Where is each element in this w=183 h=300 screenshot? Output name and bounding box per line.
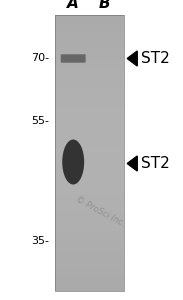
Bar xyxy=(55,135,124,139)
Bar xyxy=(55,43,124,47)
Bar xyxy=(55,231,124,236)
Bar xyxy=(55,250,124,254)
Bar xyxy=(55,84,124,88)
Bar xyxy=(55,144,124,148)
Text: 70-: 70- xyxy=(31,53,49,64)
Bar xyxy=(55,263,124,268)
Bar xyxy=(55,148,124,153)
Bar xyxy=(55,116,124,121)
Bar xyxy=(55,130,124,135)
Bar xyxy=(55,282,124,286)
Bar xyxy=(55,208,124,213)
Bar xyxy=(55,52,124,56)
Bar xyxy=(55,112,124,116)
Text: A: A xyxy=(67,0,79,11)
Text: 35-: 35- xyxy=(31,236,49,247)
Bar xyxy=(55,199,124,204)
Bar xyxy=(55,181,124,185)
Bar xyxy=(55,204,124,208)
Bar xyxy=(55,240,124,245)
Bar xyxy=(55,29,124,33)
Text: ST2: ST2 xyxy=(141,156,170,171)
Bar xyxy=(55,218,124,222)
Bar xyxy=(55,33,124,38)
Bar xyxy=(55,277,124,282)
Text: ST2: ST2 xyxy=(141,51,170,66)
Bar xyxy=(55,102,124,107)
Bar xyxy=(55,259,124,263)
Bar xyxy=(55,61,124,66)
Bar xyxy=(55,80,124,84)
Ellipse shape xyxy=(62,140,84,184)
Bar xyxy=(55,194,124,199)
Bar xyxy=(55,167,124,171)
Bar xyxy=(55,245,124,250)
Bar xyxy=(55,236,124,240)
Bar xyxy=(55,20,124,24)
Bar xyxy=(55,226,124,231)
Bar xyxy=(55,254,124,259)
Bar xyxy=(55,121,124,125)
Bar xyxy=(55,171,124,176)
Text: B: B xyxy=(98,0,110,11)
Bar xyxy=(55,213,124,218)
Bar xyxy=(55,176,124,181)
Bar xyxy=(55,75,124,80)
Bar xyxy=(55,153,124,158)
Bar xyxy=(55,185,124,190)
Bar xyxy=(55,98,124,102)
Bar xyxy=(55,162,124,167)
Bar xyxy=(55,15,124,20)
Bar xyxy=(55,88,124,93)
Bar xyxy=(55,139,124,144)
Bar xyxy=(55,273,124,277)
Polygon shape xyxy=(127,156,137,171)
Bar xyxy=(55,107,124,112)
Bar xyxy=(55,24,124,29)
Bar xyxy=(55,56,124,61)
Bar xyxy=(55,190,124,194)
Bar xyxy=(55,222,124,226)
Polygon shape xyxy=(127,51,137,66)
Bar xyxy=(55,158,124,162)
Bar xyxy=(55,47,124,52)
Bar xyxy=(55,70,124,75)
Bar xyxy=(55,38,124,43)
Bar xyxy=(55,15,124,291)
Text: 55-: 55- xyxy=(31,116,49,127)
Bar xyxy=(55,268,124,273)
Bar xyxy=(55,286,124,291)
Bar xyxy=(55,125,124,130)
Text: © ProSci Inc.: © ProSci Inc. xyxy=(74,195,127,228)
FancyBboxPatch shape xyxy=(61,54,86,63)
Bar xyxy=(55,93,124,98)
Bar xyxy=(55,66,124,70)
